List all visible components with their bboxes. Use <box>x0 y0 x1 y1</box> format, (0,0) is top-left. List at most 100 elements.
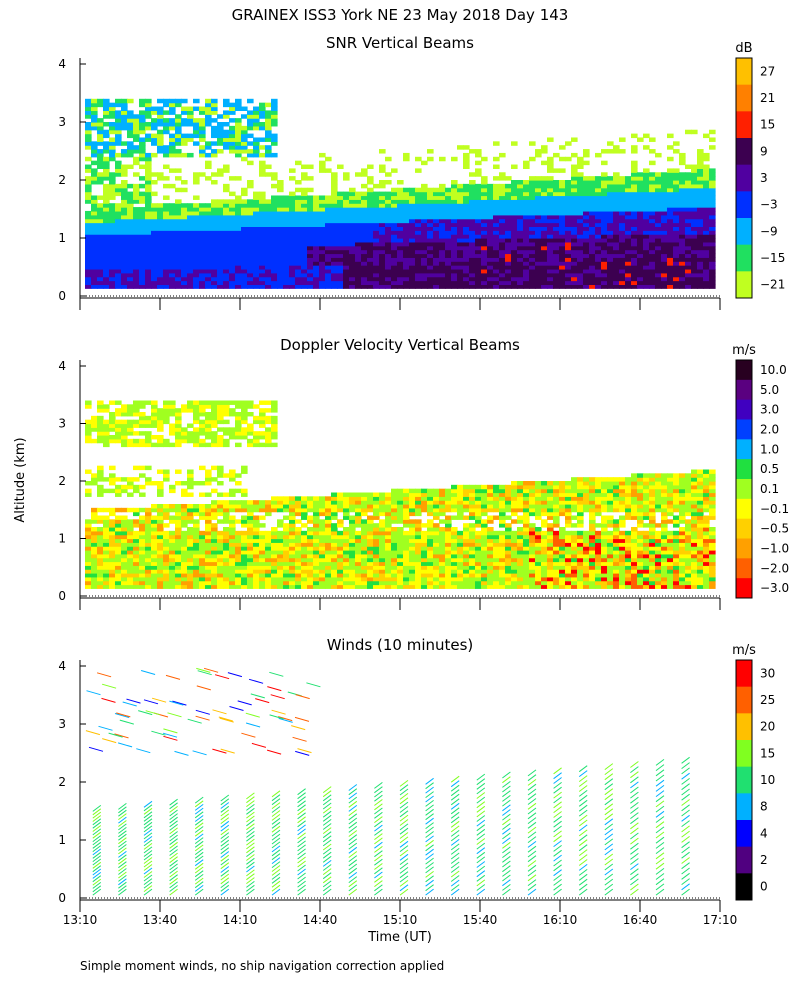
data-cell <box>409 527 416 532</box>
data-cell <box>457 238 464 243</box>
data-cell <box>211 408 218 413</box>
data-cell <box>241 519 248 524</box>
data-cell <box>223 530 230 536</box>
data-cell <box>421 230 428 235</box>
data-cell <box>199 203 206 208</box>
data-cell <box>103 160 110 166</box>
data-cell <box>469 183 476 189</box>
data-cell <box>697 176 704 181</box>
data-cell <box>361 234 368 239</box>
data-cell <box>613 276 620 282</box>
data-cell <box>181 122 188 127</box>
data-cell <box>253 530 260 536</box>
data-cell <box>619 249 626 255</box>
data-cell <box>553 203 560 208</box>
data-cell <box>535 210 542 216</box>
data-cell <box>559 253 566 258</box>
data-cell <box>337 542 344 547</box>
data-cell <box>241 431 248 436</box>
data-cell <box>367 261 374 266</box>
data-cell <box>343 261 350 266</box>
data-cell <box>703 218 710 224</box>
data-cell <box>205 218 212 224</box>
data-cell <box>97 118 104 123</box>
data-cell <box>109 415 116 421</box>
data-cell <box>385 504 392 509</box>
data-cell <box>271 569 278 574</box>
data-cell <box>103 435 110 440</box>
data-cell <box>259 172 266 177</box>
data-cell <box>217 137 224 142</box>
data-cell <box>319 576 326 582</box>
data-cell <box>595 241 602 247</box>
data-cell <box>301 191 308 197</box>
data-cell <box>295 538 302 543</box>
data-cell <box>139 268 146 274</box>
data-cell <box>97 180 104 185</box>
data-cell <box>103 168 110 173</box>
data-cell <box>157 438 164 444</box>
data-cell <box>145 550 152 555</box>
data-cell <box>607 176 614 181</box>
data-cell <box>247 500 254 505</box>
data-cell <box>469 261 476 266</box>
data-cell <box>709 183 716 189</box>
data-cell <box>157 584 164 589</box>
data-cell <box>481 268 488 274</box>
data-cell <box>259 542 266 547</box>
data-cell <box>175 129 182 135</box>
data-cell <box>253 234 260 239</box>
data-cell <box>673 265 680 270</box>
data-cell <box>511 253 518 258</box>
data-cell <box>373 183 380 189</box>
data-cell <box>97 580 104 586</box>
data-cell <box>253 507 260 513</box>
data-cell <box>367 507 374 513</box>
data-cell <box>109 180 116 185</box>
data-cell <box>565 156 572 162</box>
data-cell <box>625 207 632 212</box>
data-cell <box>169 519 176 524</box>
data-cell <box>199 481 206 486</box>
data-cell <box>175 276 182 282</box>
data-cell <box>415 573 422 578</box>
data-cell <box>427 218 434 224</box>
data-cell <box>181 249 188 255</box>
data-cell <box>121 234 128 239</box>
data-cell <box>409 234 416 239</box>
data-cell <box>193 412 200 417</box>
data-cell <box>469 268 476 274</box>
data-cell <box>271 214 278 220</box>
data-cell <box>565 180 572 185</box>
data-cell <box>211 546 218 551</box>
data-cell <box>517 272 524 278</box>
data-cell <box>499 214 506 220</box>
data-cell <box>397 191 404 197</box>
data-cell <box>217 214 224 220</box>
data-cell <box>169 423 176 428</box>
data-cell <box>115 137 122 142</box>
data-cell <box>283 546 290 551</box>
data-cell <box>223 102 230 108</box>
data-cell <box>283 504 290 509</box>
data-cell <box>697 222 704 227</box>
data-cell <box>109 207 116 212</box>
data-cell <box>211 180 218 185</box>
data-cell <box>193 234 200 239</box>
data-cell <box>229 527 236 532</box>
data-cell <box>355 523 362 528</box>
data-cell <box>169 238 176 243</box>
data-cell <box>157 133 164 139</box>
data-cell <box>109 218 116 224</box>
data-cell <box>457 191 464 197</box>
data-cell <box>157 249 164 255</box>
data-cell <box>397 261 404 266</box>
data-cell <box>187 253 194 258</box>
data-cell <box>379 496 386 501</box>
data-cell <box>199 584 206 589</box>
data-cell <box>247 152 254 158</box>
data-cell <box>403 226 410 231</box>
data-cell <box>703 257 710 262</box>
data-cell <box>637 261 644 266</box>
data-cell <box>631 168 638 173</box>
